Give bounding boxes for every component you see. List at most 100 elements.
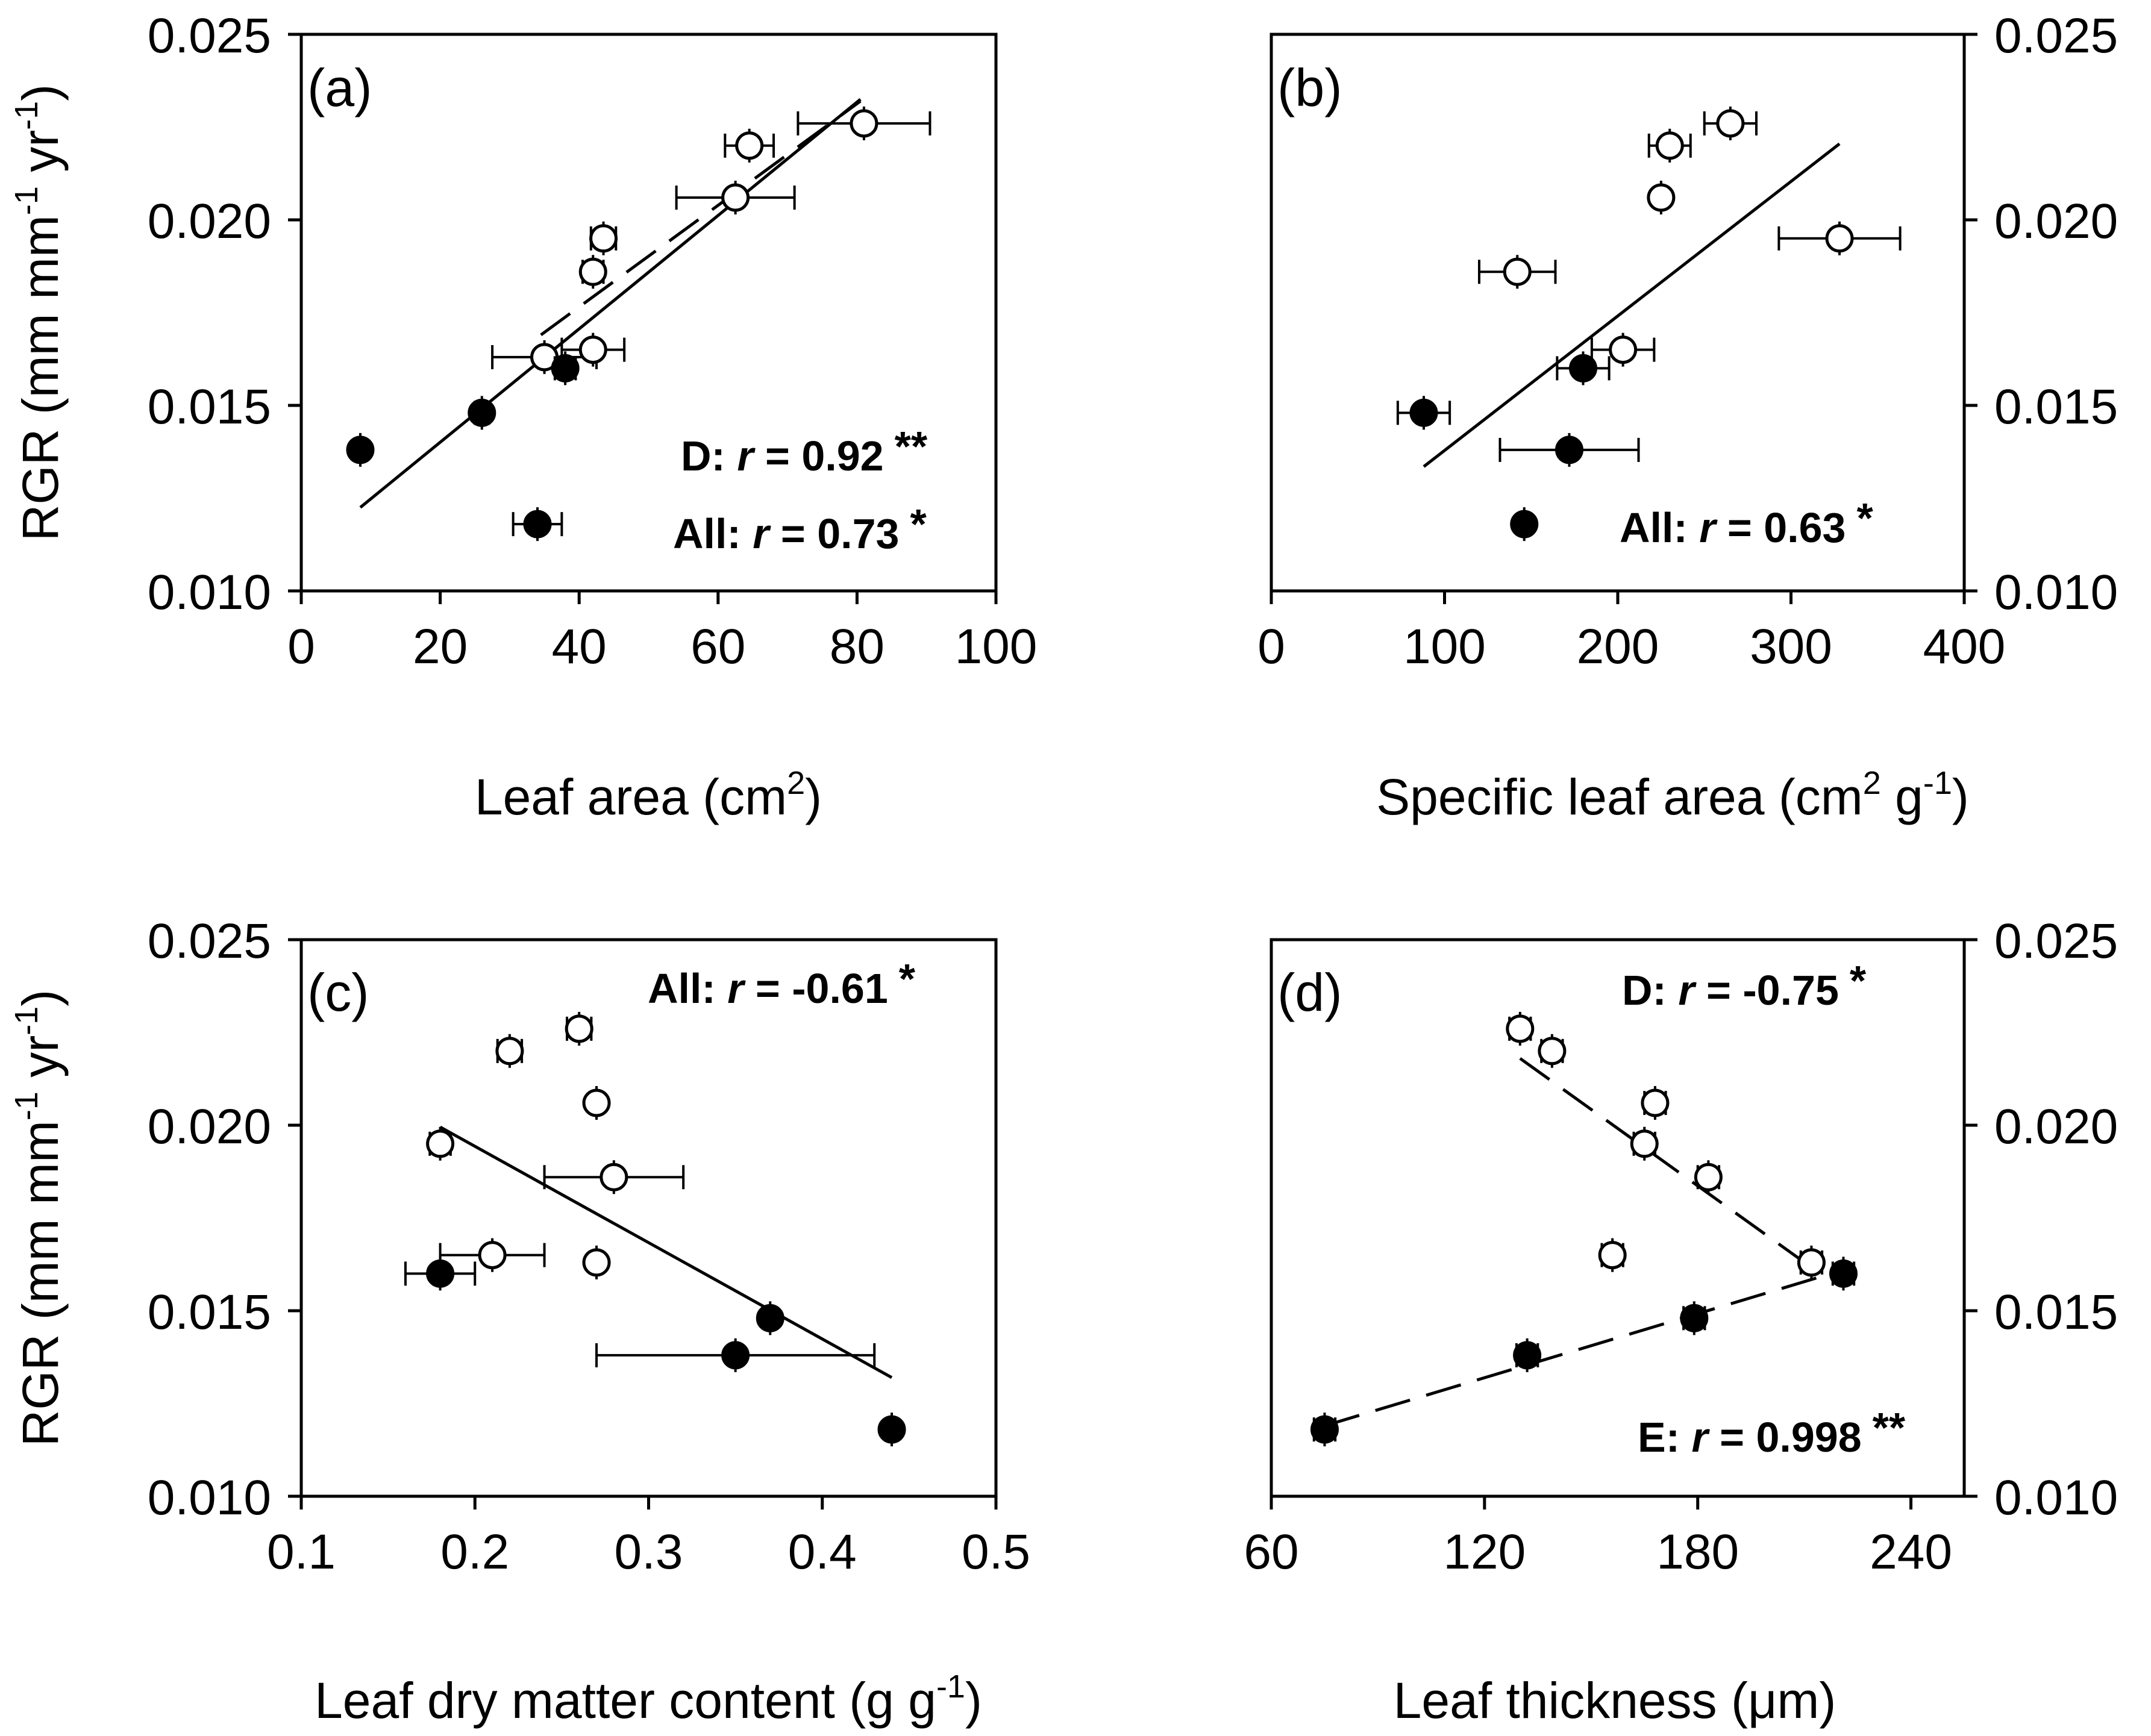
panel-b-filled-point	[1510, 510, 1539, 539]
panel-a-open-point	[721, 183, 750, 212]
panel-b-marks	[1396, 106, 1902, 542]
panel-b-open-point	[1655, 131, 1684, 160]
panel-b-stat-all-stars: *	[1856, 495, 1873, 542]
panel-d-open-point	[1797, 1248, 1826, 1277]
panel-a-filled-point	[551, 354, 580, 382]
panel-c-xlabel: Leaf dry matter content (g g-1)	[315, 1669, 982, 1729]
panel-a-stat-d-r: r	[737, 432, 756, 479]
panel-c-ytick-label: 0.025	[148, 914, 271, 969]
panel-c-xtick-label: 0.3	[615, 1525, 683, 1579]
panel-b-xtick-label: 0	[1257, 619, 1285, 674]
panel-d-open-point	[1538, 1037, 1567, 1066]
panel-a-ytick-label: 0.015	[148, 379, 271, 434]
panel-c-ytick-label: 0.010	[148, 1470, 271, 1525]
panel-a-stat-all-r: r	[753, 510, 771, 557]
panel-b-open-point	[1609, 336, 1638, 364]
panel-a-xtick-label: 80	[830, 619, 885, 674]
panel-c-open-point	[600, 1163, 628, 1191]
panel-b-stat-all: All: r = 0.63 *	[1620, 495, 1873, 551]
panel-d-stat-e-value: = 0.998	[1708, 1414, 1862, 1461]
panel-d-frame	[1270, 938, 1966, 1498]
panel-c-open-point	[426, 1129, 455, 1158]
panel-b-stat-all-r: r	[1699, 504, 1718, 551]
panel-a-xtick-label: 60	[690, 619, 745, 674]
panel-c-ytick-label: 0.020	[148, 1099, 271, 1154]
panel-c-stat-all-value: = -0.61	[744, 965, 888, 1012]
panel-a-stat-all-prefix: All:	[673, 510, 753, 557]
panel-d-open-point	[1630, 1129, 1659, 1158]
panel-c-open-point	[582, 1088, 611, 1117]
panel-d-ytick-label: 0.025	[1994, 914, 2118, 969]
panel-d-marks	[1310, 1011, 1858, 1447]
panel-d-ytick-label: 0.015	[1994, 1285, 2118, 1340]
panel-b-open-point	[1825, 224, 1854, 253]
panel-c-filled-point	[756, 1304, 784, 1332]
panel-a-stat-all: All: r = 0.73 *	[673, 501, 927, 557]
panel-d-xtick-label: 240	[1870, 1525, 1952, 1579]
panel-a-open-point	[578, 257, 607, 286]
panel-a-open-point	[735, 131, 764, 160]
panel-a-open-point	[578, 336, 607, 364]
panel-d-filled-point	[1680, 1304, 1709, 1332]
panel-c-ticks: 0.1 0.2 0.3 0.4 0.5 0.010 0.015 0.020 0.025	[148, 914, 1030, 1579]
panel-d-ytick-label: 0.010	[1994, 1470, 2118, 1525]
panel-b-xlabel: Specific leaf area (cm2 g-1)	[1376, 765, 1969, 825]
panel-b-filled-point	[1555, 436, 1583, 464]
panel-d-stat-e-r: r	[1691, 1414, 1710, 1461]
panel-b-open-point	[1647, 183, 1676, 212]
panel-c-filled-point	[426, 1259, 455, 1288]
panel-d-stat-e-prefix: E:	[1638, 1414, 1691, 1461]
panel-b-filled-point	[1409, 398, 1438, 427]
panel-c-filled-point	[877, 1415, 906, 1444]
panel-a-filled-point	[346, 436, 375, 464]
panel-a-stat-d-value: = 0.92	[754, 432, 884, 479]
panel-d-filled-point	[1513, 1341, 1542, 1370]
panel-d-filled-point	[1829, 1259, 1858, 1288]
panel-d-open-point	[1598, 1241, 1627, 1270]
panel-a-open-point	[589, 224, 618, 253]
panel-a-xtick-label: 0	[287, 619, 315, 674]
panel-d-filled-point	[1310, 1415, 1339, 1444]
panel-a-stat-d-prefix: D:	[681, 432, 737, 479]
panel-d-stat-d-value: = -0.75	[1695, 967, 1839, 1014]
panel-d-xtick-label: 60	[1244, 1525, 1298, 1579]
panel-d-stat-d: D: r = -0.75 *	[1622, 957, 1867, 1014]
panel-d-stat-e: E: r = 0.998 **	[1638, 1404, 1906, 1461]
panel-d-xtick-label: 180	[1656, 1525, 1739, 1579]
panel-a: 0 20 40 60 80 100 0.010 0.015 0.020 0.025 (a) D: …	[8, 8, 1037, 825]
panel-c-stat-all-stars: *	[899, 955, 916, 1002]
panel-c-open-point	[582, 1248, 611, 1277]
panel-a-ytick-label: 0.025	[148, 8, 271, 63]
panel-a-xtick-label: 100	[955, 619, 1038, 674]
panel-d-stat-d-stars: *	[1850, 957, 1867, 1004]
panel-a-xtick-label: 40	[552, 619, 607, 674]
panel-c-stat-all-r: r	[727, 965, 746, 1012]
panel-a-xlabel: Leaf area (cm2)	[475, 765, 822, 825]
panel-a-stat-d-stars: **	[895, 423, 928, 470]
panel-b-xtick-label: 200	[1577, 619, 1659, 674]
panel-b-label: (b)	[1277, 58, 1342, 117]
panel-a-frame	[299, 33, 998, 593]
panel-c-open-point	[565, 1014, 593, 1043]
panel-b-ytick-label: 0.025	[1994, 8, 2118, 63]
panel-b-stat-all-prefix: All:	[1620, 504, 1699, 551]
panel-c-xtick-label: 0.1	[267, 1525, 336, 1579]
panel-d-regression-line	[1519, 1057, 1816, 1272]
panel-b-filled-point	[1569, 354, 1597, 382]
panel-b-xtick-label: 100	[1403, 619, 1486, 674]
panel-d-open-point	[1694, 1163, 1723, 1191]
panel-d-stat-e-stars: **	[1873, 1404, 1906, 1451]
panel-c-xtick-label: 0.4	[788, 1525, 857, 1579]
panel-a-label: (a)	[307, 58, 372, 117]
panel-a-stat-all-value: = 0.73	[769, 510, 899, 557]
panel-c-label: (c)	[307, 963, 369, 1022]
panel-a-filled-point	[523, 510, 552, 539]
panel-c-xtick-label: 0.5	[962, 1525, 1030, 1579]
panel-c-ytick-label: 0.015	[148, 1285, 271, 1340]
panel-c-marks	[404, 1011, 906, 1447]
panel-b-xtick-label: 400	[1923, 619, 2006, 674]
panel-a-regression-line	[540, 99, 862, 336]
